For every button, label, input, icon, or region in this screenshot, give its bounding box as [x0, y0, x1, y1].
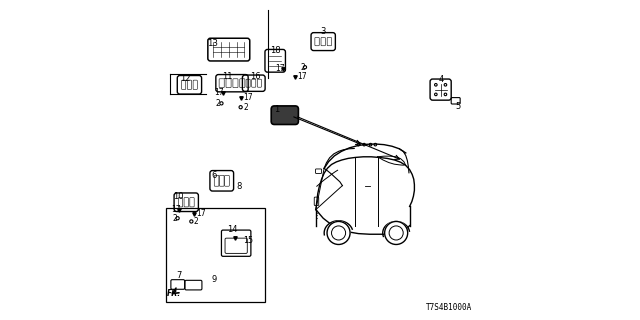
Text: 2: 2	[194, 217, 198, 226]
Text: 17: 17	[298, 72, 307, 81]
Text: 11: 11	[222, 72, 232, 81]
Text: 14: 14	[227, 225, 237, 234]
Text: 9: 9	[211, 275, 216, 284]
FancyBboxPatch shape	[271, 106, 298, 124]
Text: 12: 12	[180, 74, 191, 83]
Text: 2: 2	[243, 103, 248, 112]
Bar	[166, 208, 265, 302]
Text: 17: 17	[196, 209, 206, 218]
Text: 17: 17	[243, 93, 253, 102]
Text: 8: 8	[236, 182, 241, 191]
Text: 10: 10	[173, 192, 184, 201]
Text: 6: 6	[211, 171, 217, 180]
Text: 1: 1	[275, 105, 280, 114]
Text: 17: 17	[172, 205, 181, 214]
Text: 7: 7	[177, 271, 182, 280]
Text: 4: 4	[438, 75, 444, 84]
Circle shape	[385, 221, 408, 244]
Text: 17: 17	[275, 64, 285, 73]
Text: 2: 2	[300, 63, 305, 72]
Text: 2: 2	[216, 99, 221, 108]
Text: 2: 2	[172, 214, 177, 223]
Text: 15: 15	[243, 236, 253, 245]
Circle shape	[327, 221, 350, 244]
Text: 16: 16	[250, 72, 261, 81]
Text: T7S4B1000A: T7S4B1000A	[426, 303, 472, 312]
Text: 17: 17	[214, 88, 223, 97]
Text: 18: 18	[270, 46, 280, 55]
Text: 3: 3	[320, 28, 325, 36]
Text: 5: 5	[456, 102, 461, 111]
Text: FR.: FR.	[167, 289, 181, 298]
Text: 13: 13	[207, 39, 218, 48]
